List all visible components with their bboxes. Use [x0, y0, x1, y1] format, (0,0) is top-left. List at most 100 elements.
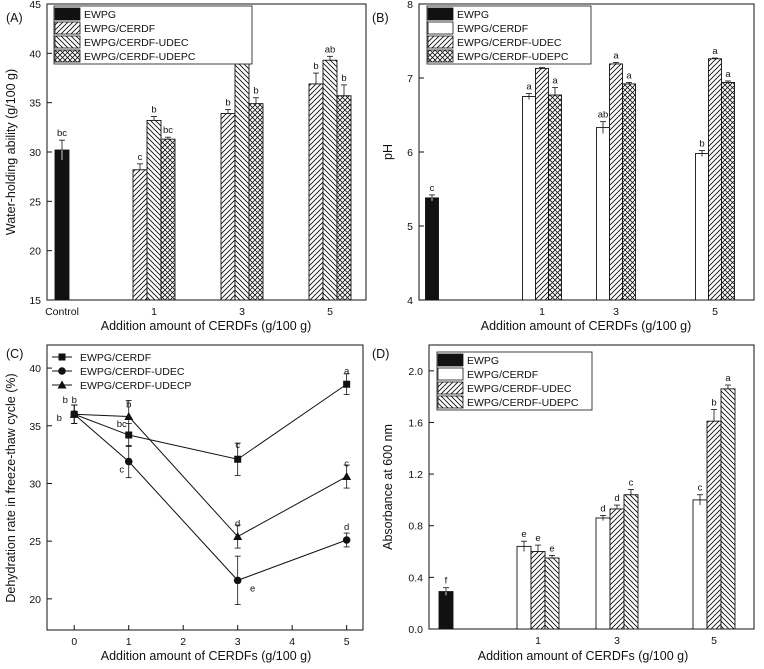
y-tick-label: 1.6 — [408, 417, 423, 429]
y-tick-label: 8 — [407, 0, 413, 11]
bar — [609, 63, 623, 301]
panel-b-xlabel: Addition amount of CERDFs (g/100 g) — [481, 319, 692, 333]
significance-letter: ab — [325, 44, 336, 55]
x-tick-label: 3 — [613, 306, 619, 318]
y-tick-label: 0.4 — [408, 572, 423, 584]
panel-a-label: (A) — [6, 11, 23, 25]
legend-label: EWPG/CERDF — [457, 23, 528, 35]
significance-letter: bc — [117, 419, 127, 430]
bar — [720, 388, 736, 630]
legend-swatch — [54, 7, 81, 21]
legend-label: EWPG — [84, 9, 116, 21]
x-tick-label: 5 — [327, 306, 333, 318]
legend-swatch — [437, 353, 464, 367]
legend-swatch — [54, 35, 81, 49]
bar — [595, 517, 611, 630]
significance-letter: a — [526, 82, 532, 93]
legend-swatch — [54, 49, 81, 63]
x-tick-label: 3 — [235, 636, 241, 648]
bar — [609, 508, 625, 630]
bar — [530, 551, 546, 630]
panel-c: (C) Addition amount of CERDFs (g/100 g) … — [4, 344, 364, 663]
panel-b-marks: 45678135caaaabaabaaEWPGEWPG/CERDFEWPG/CE… — [407, 0, 735, 318]
legend-swatch — [437, 381, 464, 395]
x-tick-label: 1 — [151, 306, 157, 318]
y-tick-label: 30 — [29, 478, 41, 490]
bar — [721, 81, 735, 301]
significance-letter: b — [126, 400, 131, 411]
significance-letter: b — [225, 98, 230, 109]
panel-b-ylabel: pH — [381, 144, 395, 160]
significance-letter: b — [711, 398, 716, 409]
legend-label: EWPG/CERDF-UDEC — [84, 37, 189, 49]
significance-letter: b — [151, 104, 156, 115]
legend-label: EWPG/CERDF-UDEPC — [84, 51, 196, 63]
x-tick-label: 3 — [239, 306, 245, 318]
series-line — [73, 413, 347, 581]
panel-c-label: (C) — [6, 347, 23, 361]
legend-marker — [57, 380, 67, 389]
significance-letter: c — [698, 483, 703, 494]
x-tick-label: 1 — [539, 306, 545, 318]
legend-swatch — [437, 367, 464, 381]
data-point — [342, 536, 351, 544]
panel-d-xlabel: Addition amount of CERDFs (g/100 g) — [478, 649, 689, 663]
legend-label: EWPG/CERDF-UDEC — [467, 383, 572, 395]
significance-letter: b — [313, 61, 318, 72]
significance-letter: c — [430, 183, 435, 194]
significance-letter: f — [445, 576, 448, 587]
bar — [535, 67, 549, 301]
y-tick-label: 25 — [29, 196, 41, 208]
significance-letter: a — [344, 366, 350, 377]
panel-c-ylabel: Dehydration rate in freeze-thaw cycle (%… — [4, 373, 18, 602]
x-tick-label: 2 — [180, 636, 186, 648]
bar — [146, 119, 162, 301]
bar — [692, 499, 708, 630]
x-tick-label: Control — [45, 306, 79, 318]
y-tick-label: 0.8 — [408, 521, 423, 533]
significance-letter: e — [250, 583, 255, 594]
data-point — [342, 472, 352, 481]
bar — [522, 96, 536, 301]
significance-letter: bc — [57, 128, 67, 139]
data-point — [233, 576, 242, 585]
y-tick-label: 35 — [29, 421, 41, 433]
bar — [308, 83, 324, 301]
significance-letter: a — [552, 76, 558, 87]
data-point — [124, 412, 134, 421]
series-line — [74, 413, 347, 538]
bar — [544, 557, 560, 630]
significance-letter: c — [119, 465, 124, 476]
x-tick-label: 0 — [71, 636, 77, 648]
y-tick-label: 35 — [29, 98, 41, 110]
legend-swatch — [437, 395, 464, 409]
bar — [336, 95, 352, 301]
significance-letter: c — [344, 459, 349, 470]
significance-letter: c — [629, 478, 634, 489]
y-tick-label: 40 — [29, 48, 41, 60]
bar — [623, 494, 639, 630]
bar — [54, 149, 70, 301]
bar — [548, 94, 562, 301]
legend-label: EWPG — [467, 355, 499, 367]
significance-letter: b — [341, 73, 346, 84]
data-point — [125, 431, 133, 439]
y-tick-label: 5 — [407, 221, 413, 233]
y-tick-label: 7 — [407, 73, 413, 85]
panel-d: (D) Addition amount of CERDFs (g/100 g) … — [372, 344, 755, 663]
bar — [425, 197, 439, 301]
y-tick-label: 20 — [29, 594, 41, 606]
panel-c-frame — [46, 344, 364, 631]
y-tick-label: 1.2 — [408, 469, 423, 481]
panel-a-xlabel: Addition amount of CERDFs (g/100 g) — [101, 319, 312, 333]
data-point — [124, 457, 133, 466]
panel-d-label: (D) — [372, 347, 389, 361]
legend-swatch — [427, 21, 454, 35]
bar — [622, 83, 636, 301]
significance-letter: d — [614, 493, 619, 504]
legend-swatch — [427, 35, 454, 49]
significance-letter: a — [613, 50, 619, 61]
x-tick-label: 5 — [344, 636, 350, 648]
